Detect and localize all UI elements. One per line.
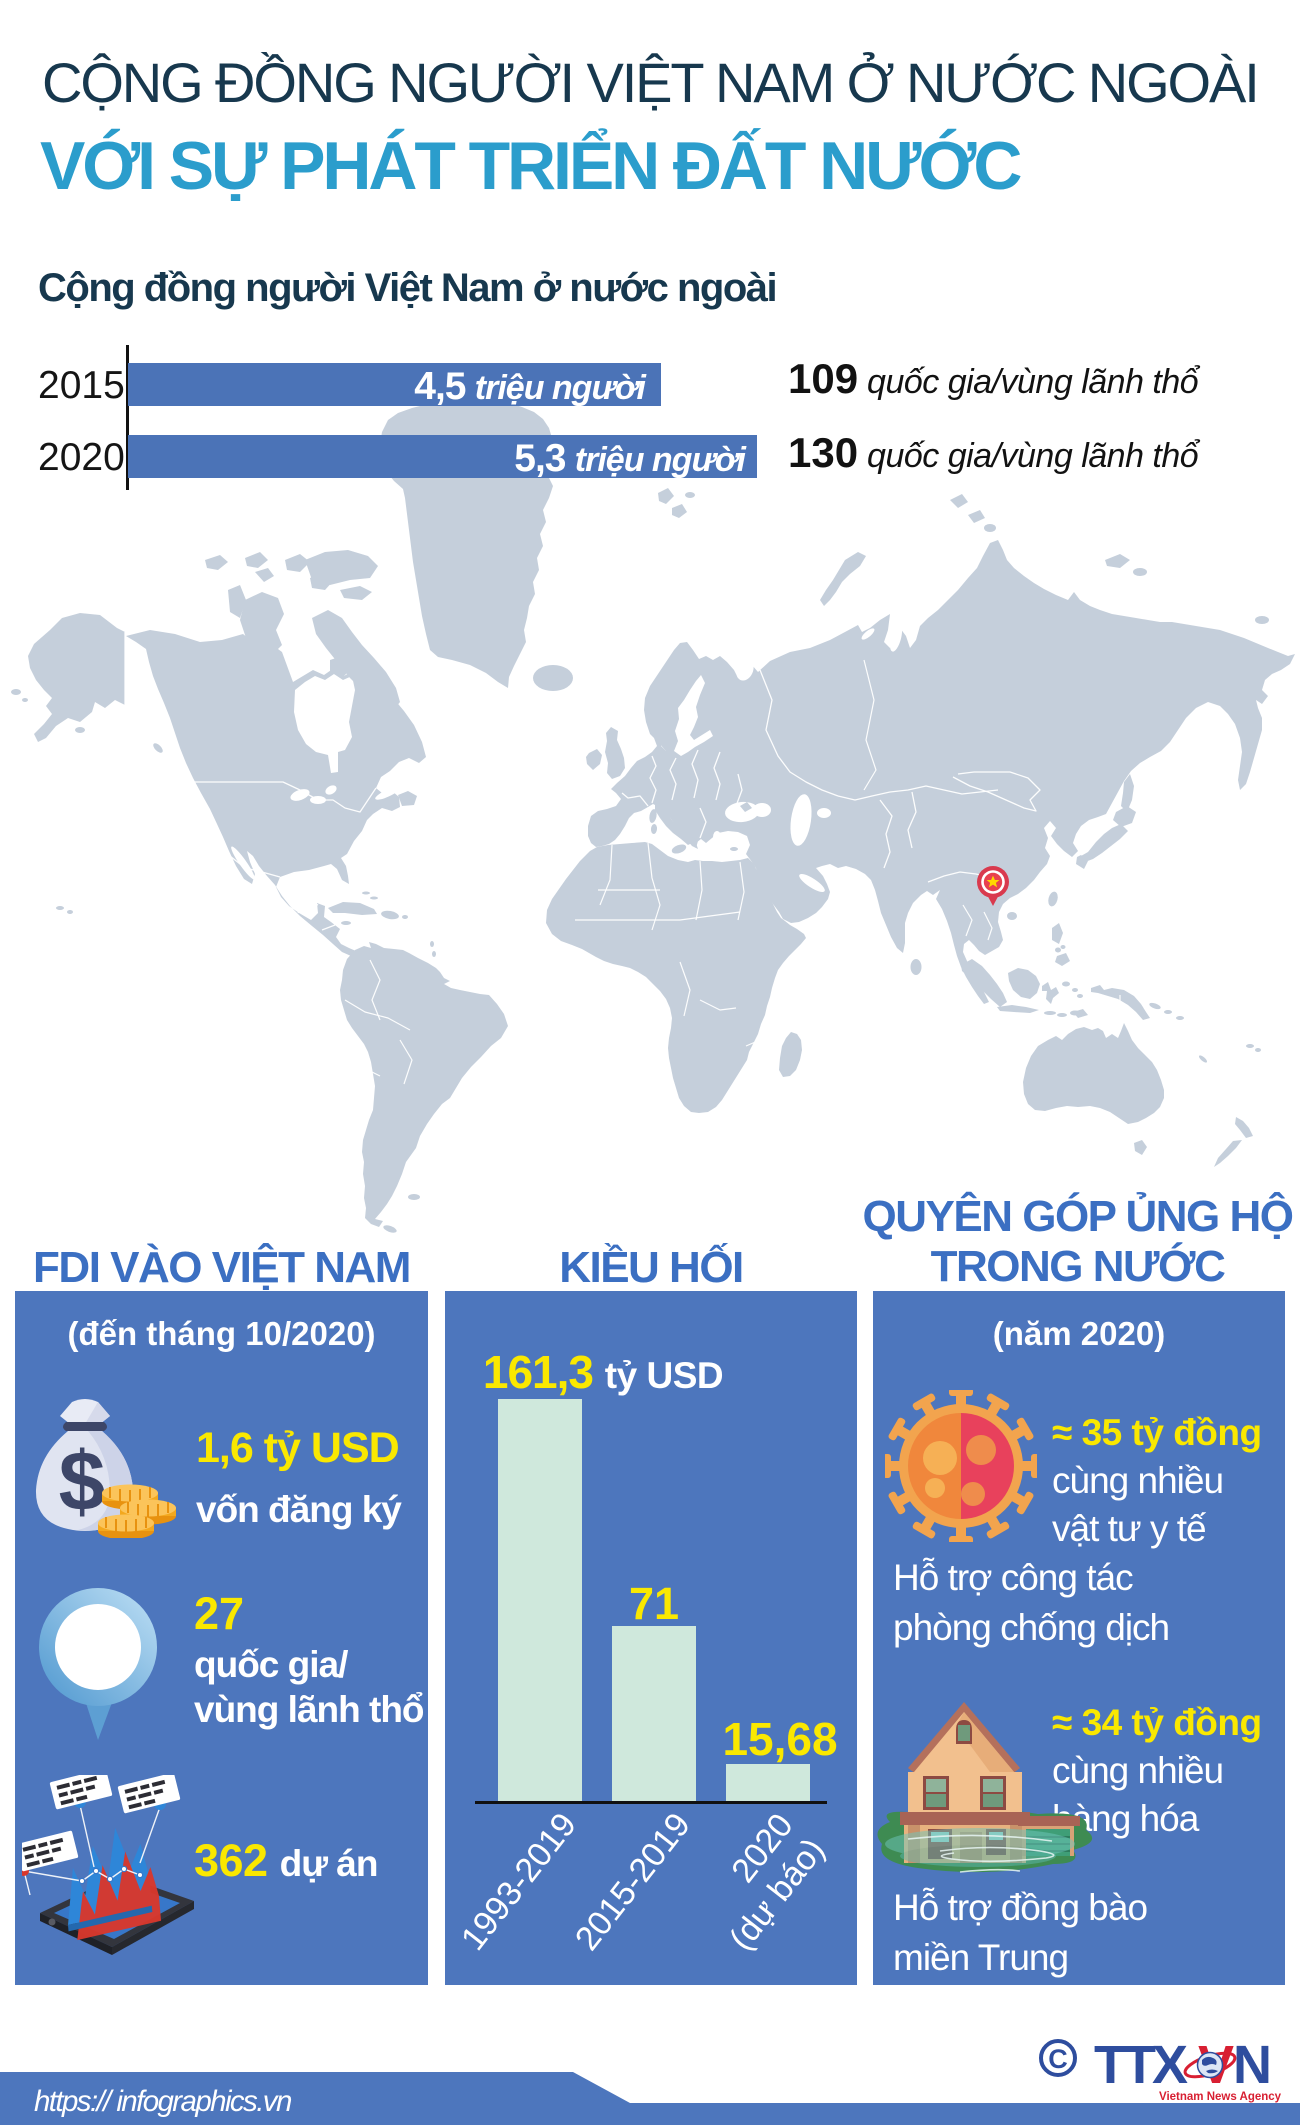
svg-text:$: $ [59,1434,106,1528]
svg-text:TTX: TTX [1094,2035,1188,2095]
svg-text:C: C [1048,2044,1068,2074]
svg-text:Vietnam News Agency: Vietnam News Agency [1159,2091,1282,2103]
svg-text:N: N [1233,2035,1272,2095]
